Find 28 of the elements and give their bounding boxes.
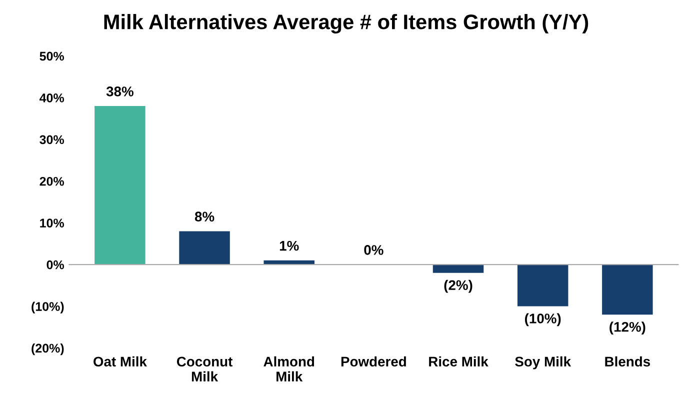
- x-tick-label: Powdered: [341, 356, 406, 367]
- x-tick-label: Oat Milk: [94, 356, 147, 367]
- bar: [432, 264, 484, 273]
- data-label: 38%: [106, 86, 134, 96]
- data-label: 0%: [364, 245, 384, 255]
- y-tick-label: 40%: [40, 94, 64, 102]
- y-tick-label: 30%: [40, 135, 64, 144]
- x-tick-label: Blends: [605, 356, 650, 367]
- y-tick-label: (20%): [32, 343, 64, 356]
- x-tick-label: Coconut Milk: [176, 356, 233, 382]
- bar: [94, 106, 146, 265]
- data-label: 1%: [280, 240, 299, 251]
- x-tick-label: Rice Milk: [429, 356, 488, 367]
- y-tick-label: 50%: [40, 52, 64, 61]
- data-label: (10%): [525, 313, 561, 326]
- y-tick-label: 10%: [40, 218, 64, 228]
- data-label: (12%): [610, 322, 646, 335]
- x-tick-label: Almond Milk: [264, 356, 314, 382]
- bar: [179, 231, 230, 265]
- chart-title: Milk Alternatives Average # of Items Growth (Y/Y): [104, 14, 588, 34]
- data-label: 8%: [194, 212, 214, 222]
- bar: [602, 264, 653, 315]
- data-label: (2%): [444, 280, 472, 293]
- y-tick-label: 20%: [40, 176, 64, 186]
- x-tick-label: Soy Milk: [515, 356, 572, 370]
- y-tick-label: (10%): [32, 302, 64, 314]
- bar: [517, 264, 568, 306]
- y-tick-label: 0%: [46, 260, 64, 270]
